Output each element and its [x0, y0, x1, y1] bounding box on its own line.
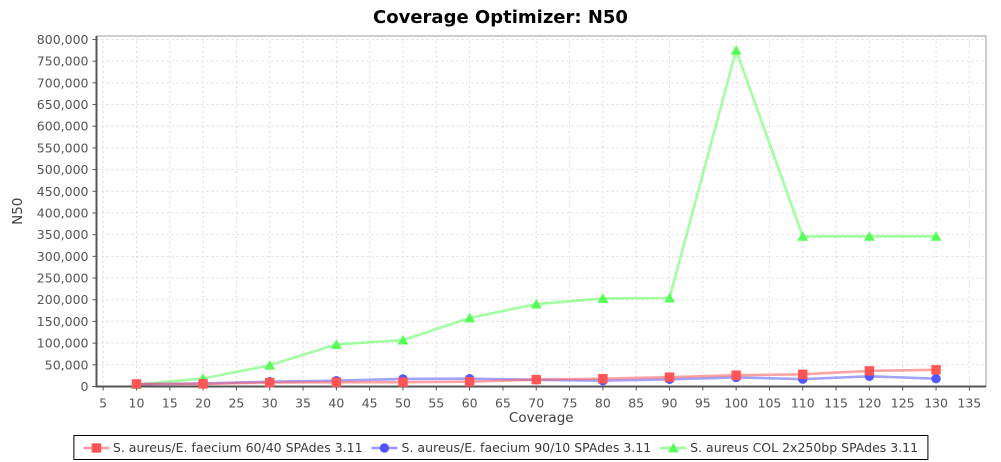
x-tick-label: 5	[99, 396, 107, 411]
x-tick-label: 115	[824, 396, 848, 411]
y-tick-label: 700,000	[37, 75, 89, 90]
y-tick-label: 100,000	[37, 336, 89, 351]
x-tick-label: 75	[562, 396, 578, 411]
y-tick-label: 750,000	[37, 54, 89, 69]
y-tick-label: 450,000	[37, 184, 89, 199]
gridlines	[96, 36, 986, 387]
x-tick-label: 40	[328, 396, 344, 411]
x-tick-label: 35	[295, 396, 311, 411]
y-tick-label: 650,000	[37, 97, 89, 112]
y-tick-label: 250,000	[37, 271, 89, 286]
y-tick-label: 350,000	[37, 227, 89, 242]
legend-label: S. aureus/E. faecium 90/10 SPAdes 3.11	[401, 440, 652, 455]
x-tick-label: 90	[662, 396, 678, 411]
x-tick-label: 100	[724, 396, 748, 411]
legend: S. aureus/E. faecium 60/40 SPAdes 3.11 S.…	[72, 435, 929, 460]
legend-circle-icon	[371, 442, 398, 453]
x-tick-label: 130	[924, 396, 948, 411]
legend-label: S. aureus COL 2x250bp SPAdes 3.11	[690, 440, 919, 455]
x-tick-label: 125	[891, 396, 915, 411]
x-tick-label: 95	[695, 396, 711, 411]
x-tick-label: 120	[857, 396, 881, 411]
x-tick-label: 50	[395, 396, 411, 411]
legend-item: S. aureus/E. faecium 60/40 SPAdes 3.11	[82, 440, 363, 455]
x-tick-label: 80	[595, 396, 611, 411]
y-tick-label: 50,000	[45, 357, 89, 372]
legend-square-icon	[82, 442, 109, 453]
x-tick-label: 85	[628, 396, 644, 411]
x-tick-label: 10	[129, 396, 145, 411]
x-tick-label: 105	[758, 396, 782, 411]
series-square	[131, 365, 941, 389]
x-tick-label: 55	[428, 396, 444, 411]
y-tick-label: 600,000	[37, 119, 89, 134]
legend-item: S. aureus/E. faecium 90/10 SPAdes 3.11	[371, 440, 652, 455]
y-tick-label: 300,000	[37, 249, 89, 264]
y-tick-label: 800,000	[37, 32, 89, 47]
chart-title: Coverage Optimizer: N50	[373, 7, 628, 28]
x-tick-label: 45	[362, 396, 378, 411]
x-tick-label: 60	[462, 396, 478, 411]
legend-item: S. aureus COL 2x250bp SPAdes 3.11	[660, 440, 918, 455]
x-tick-label: 110	[791, 396, 815, 411]
y-tick-label: 550,000	[37, 140, 89, 155]
legend-label: S. aureus/E. faecium 60/40 SPAdes 3.11	[112, 440, 363, 455]
x-tick-label: 65	[495, 396, 511, 411]
x-tick-label: 30	[262, 396, 278, 411]
x-tick-label: 70	[528, 396, 544, 411]
x-tick-label: 25	[228, 396, 244, 411]
x-tick-label: 15	[162, 396, 178, 411]
axis-ticks: 5 10 15 20 25 30 35 40 45 50 55 60 65 70 75 80 85 90 95 100…	[37, 32, 981, 411]
plot-border	[96, 35, 987, 387]
x-tick-label: 20	[195, 396, 211, 411]
y-tick-label: 500,000	[37, 162, 89, 177]
y-axis-title: N50	[10, 198, 26, 225]
y-tick-label: 150,000	[37, 314, 89, 329]
x-axis-title: Coverage	[509, 410, 574, 426]
legend-triangle-icon	[660, 442, 687, 452]
y-tick-label: 400,000	[37, 205, 89, 220]
y-tick-label: 200,000	[37, 292, 89, 307]
y-tick-label: 0	[81, 379, 89, 394]
x-tick-label: 135	[957, 396, 981, 411]
